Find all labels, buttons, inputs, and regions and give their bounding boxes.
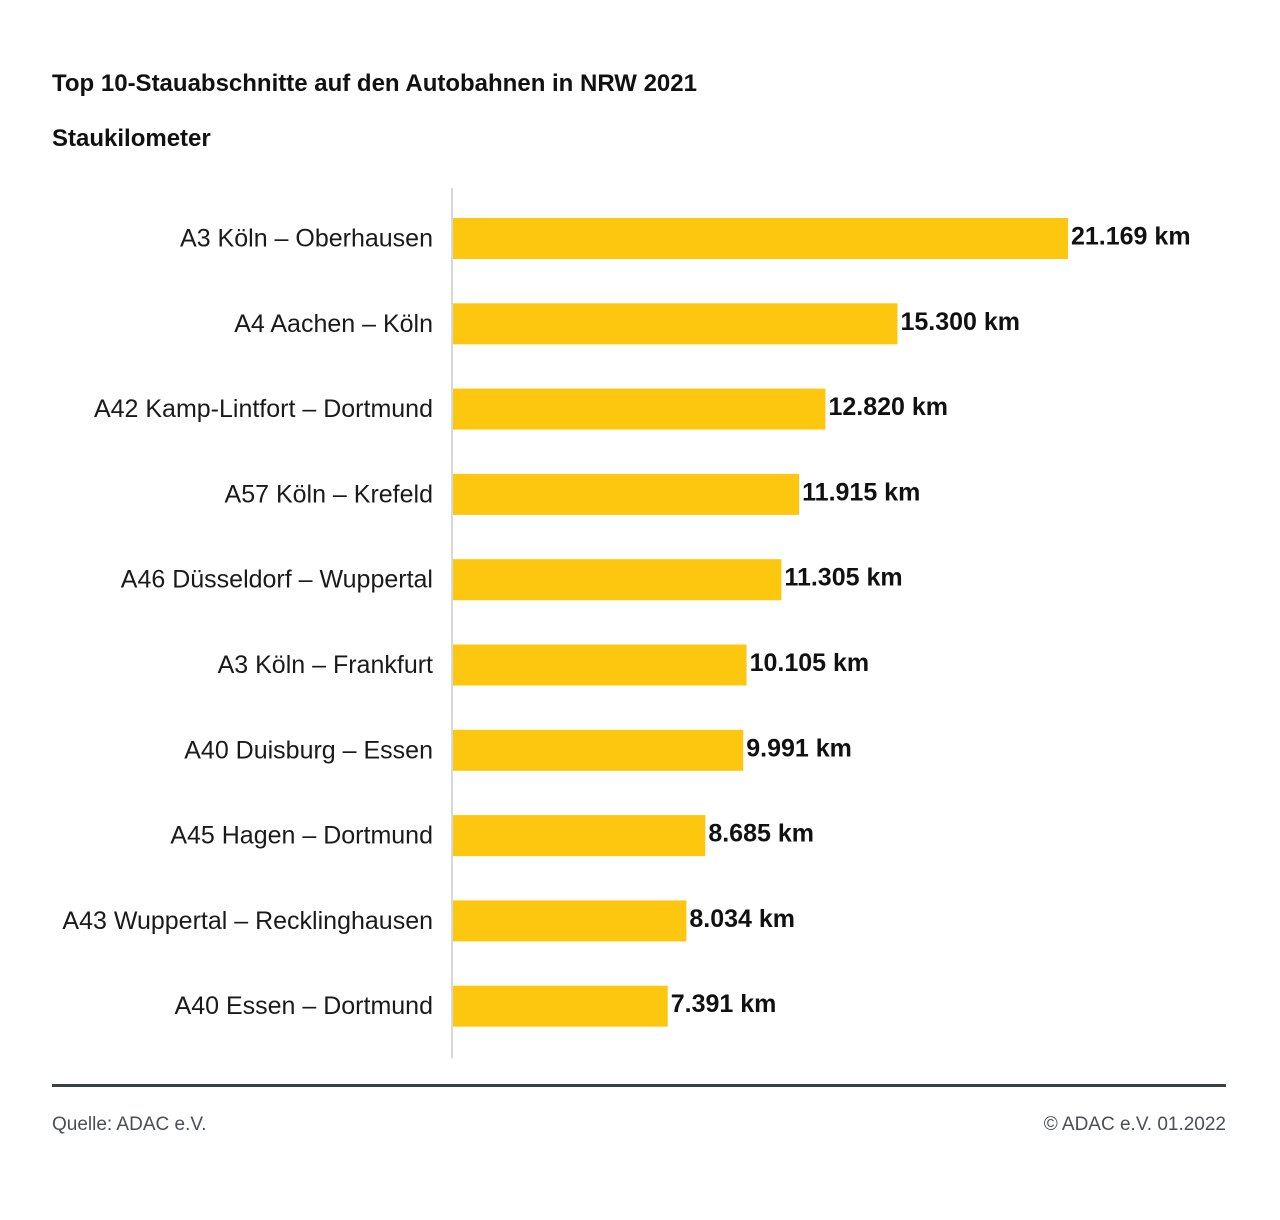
value-label: 11.305 km [784,564,902,592]
bar [453,985,668,1027]
footer-divider [52,1084,1226,1087]
bar [453,559,782,601]
bar [453,473,800,515]
bar [453,644,747,686]
value-label: 8.034 km [689,905,795,933]
value-label: 8.685 km [708,820,814,848]
value-label: 10.105 km [750,649,870,677]
copyright-note: © ADAC e.V. 01.2022 [1043,1114,1226,1135]
category-label: A3 Köln – Frankfurt [218,651,433,679]
value-label: 11.915 km [802,478,920,506]
category-label: A40 Duisburg – Essen [184,736,433,764]
value-label: 21.169 km [1071,223,1191,251]
category-label: A4 Aachen – Köln [234,310,433,338]
bar [453,388,826,430]
category-label: A45 Hagen – Dortmund [170,822,433,850]
bar [453,303,898,345]
bar [453,815,706,857]
category-label: A3 Köln – Oberhausen [180,225,433,253]
chart-subtitle: Staukilometer [52,125,211,152]
bar [453,900,687,942]
category-label: A40 Essen – Dortmund [175,992,433,1020]
source-note: Quelle: ADAC e.V. [52,1114,207,1135]
bar [453,729,744,771]
category-label: A42 Kamp-Lintfort – Dortmund [94,395,433,423]
category-label: A43 Wuppertal – Recklinghausen [62,907,433,935]
bar [453,218,1068,259]
value-label: 15.300 km [900,308,1020,336]
category-label: A46 Düsseldorf – Wuppertal [121,566,433,594]
category-label: A57 Köln – Krefeld [225,480,433,508]
value-label: 12.820 km [828,393,948,421]
chart-title: Top 10-Stauabschnitte auf den Autobahnen… [52,70,697,97]
bar-chart: A3 Köln – Oberhausen 21.169 km A4 Aachen –… [62,188,1191,1058]
bar-group: A3 Köln – Oberhausen 21.169 km A4 Aachen –… [62,218,1191,1027]
value-label: 7.391 km [671,990,777,1018]
value-label: 9.991 km [746,734,852,762]
